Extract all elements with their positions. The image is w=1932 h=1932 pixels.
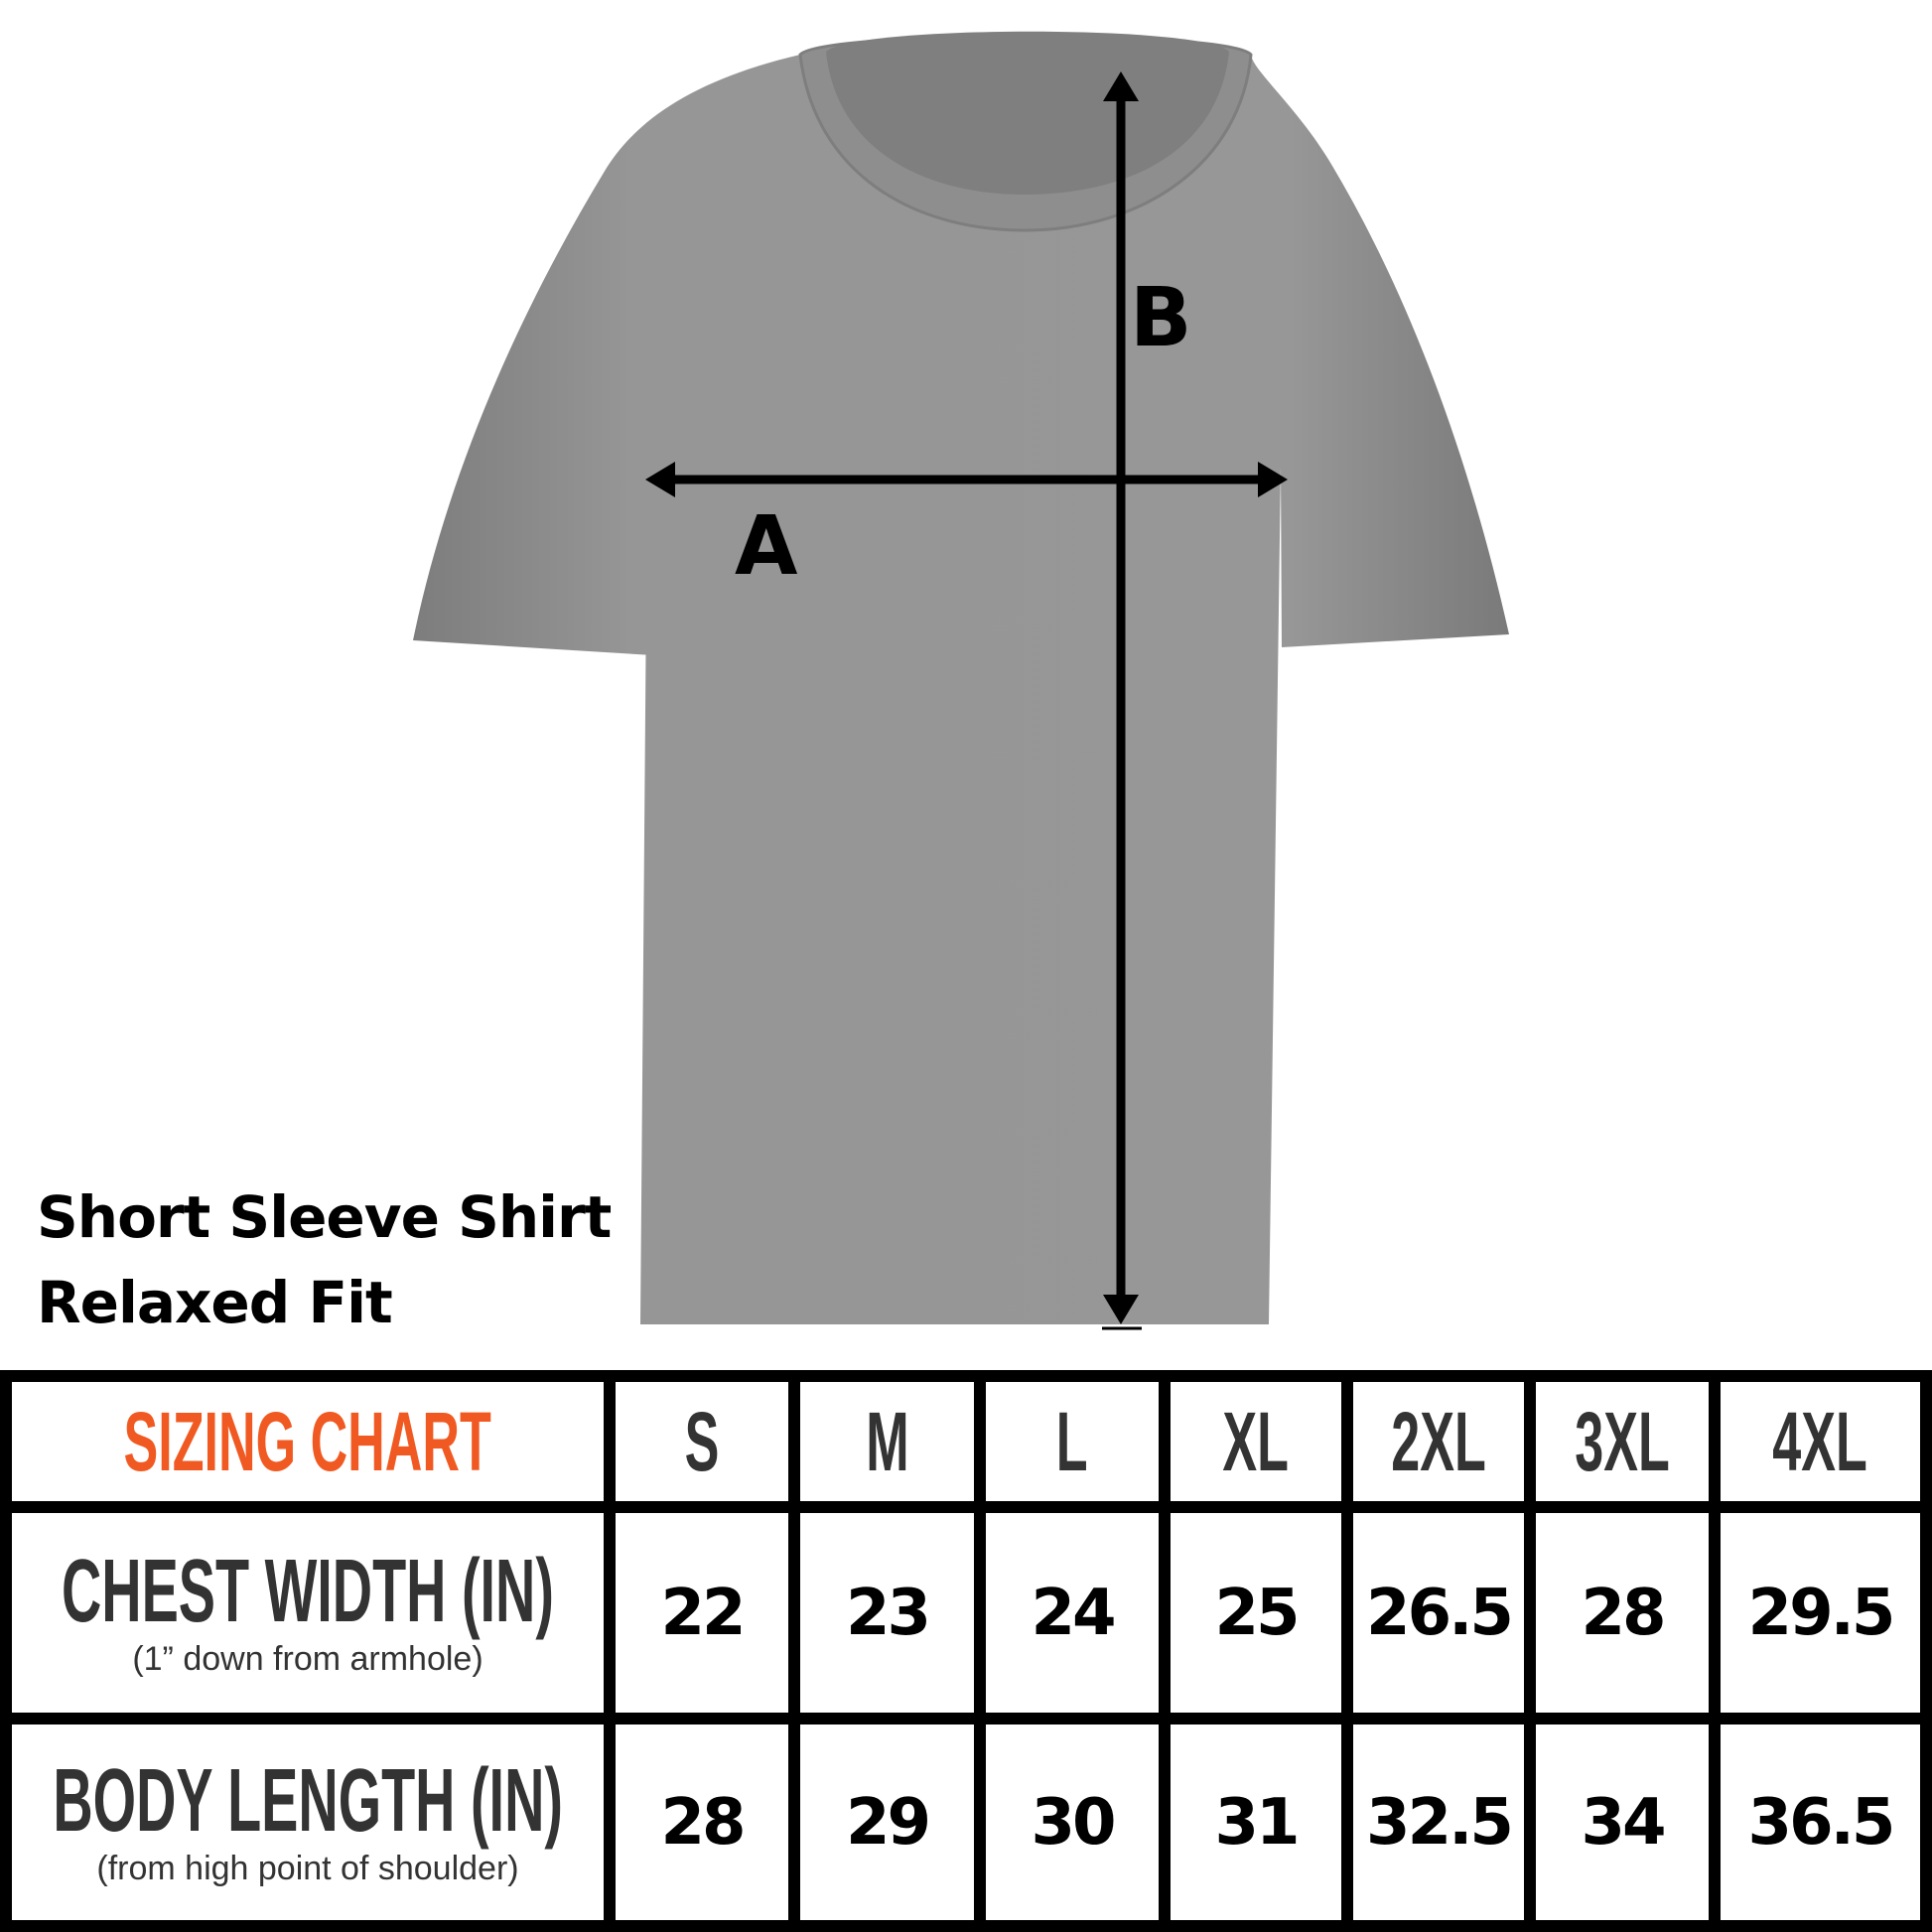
row-header-chest: CHEST WIDTH (IN) (1” down from armhole) [12, 1513, 604, 1713]
table-cell: 25 [1171, 1513, 1341, 1713]
row-header-length: BODY LENGTH (IN) (from high point of sho… [12, 1725, 604, 1920]
table-cell: 22 [616, 1513, 788, 1713]
size-header: L [986, 1382, 1159, 1501]
sizing-table: SIZING CHART S M L XL 2XL 3XL 4XL CHEST … [0, 1370, 1932, 1932]
cell-value: 30 [1031, 1785, 1116, 1860]
size-label: 4XL [1772, 1394, 1868, 1488]
cell-value: 25 [1214, 1576, 1300, 1650]
fit-label: Relaxed Fit [37, 1269, 393, 1336]
row-note: (from high point of shoulder) [96, 1850, 519, 1887]
row-label: BODY LENGTH (IN) [53, 1751, 563, 1851]
table-cell: 26.5 [1353, 1513, 1524, 1713]
table-cell: 30 [986, 1725, 1159, 1920]
size-label: XL [1222, 1394, 1290, 1488]
cell-value: 31 [1214, 1785, 1300, 1860]
table-cell: 28 [1536, 1513, 1709, 1713]
cell-value: 29.5 [1747, 1576, 1896, 1650]
shirt-body [413, 55, 1509, 1324]
size-header: M [800, 1382, 974, 1501]
table-corner: SIZING CHART [12, 1382, 604, 1501]
product-title: Short Sleeve Shirt [37, 1183, 612, 1251]
size-label: L [1056, 1394, 1088, 1488]
size-label: S [684, 1394, 720, 1488]
cell-value: 34 [1581, 1785, 1666, 1860]
measure-a-label: A [735, 499, 798, 594]
size-label: M [865, 1394, 909, 1488]
size-header: 2XL [1353, 1382, 1524, 1501]
size-header: 4XL [1721, 1382, 1920, 1501]
cell-value: 24 [1031, 1576, 1116, 1650]
table-cell: 36.5 [1721, 1725, 1920, 1920]
measure-a-arrow [645, 462, 1288, 497]
size-label: 3XL [1575, 1394, 1670, 1488]
measure-b-label: B [1130, 271, 1192, 365]
size-header: XL [1171, 1382, 1341, 1501]
cell-value: 26.5 [1366, 1576, 1514, 1650]
shirt-neck-inner [826, 31, 1229, 195]
row-label: CHEST WIDTH (IN) [62, 1542, 554, 1641]
table-cell: 23 [800, 1513, 974, 1713]
cell-value: 23 [845, 1576, 931, 1650]
table-cell: 29 [800, 1725, 974, 1920]
table-cell: 31 [1171, 1725, 1341, 1920]
size-label: 2XL [1391, 1394, 1486, 1488]
table-cell: 28 [616, 1725, 788, 1920]
table-cell: 32.5 [1353, 1725, 1524, 1920]
size-header: S [616, 1382, 788, 1501]
measure-b-arrow [1102, 71, 1142, 1330]
cell-value: 22 [660, 1576, 746, 1650]
shirt-illustration: A B [413, 31, 1509, 1330]
cell-value: 28 [1581, 1576, 1666, 1650]
size-header: 3XL [1536, 1382, 1709, 1501]
cell-value: 28 [660, 1785, 746, 1860]
table-cell: 29.5 [1721, 1513, 1920, 1713]
sizing-chart-heading: SIZING CHART [123, 1394, 492, 1488]
table-cell: 24 [986, 1513, 1159, 1713]
table-cell: 34 [1536, 1725, 1709, 1920]
cell-value: 32.5 [1366, 1785, 1514, 1860]
row-note: (1” down from armhole) [132, 1640, 483, 1678]
cell-value: 36.5 [1747, 1785, 1896, 1860]
cell-value: 29 [845, 1785, 931, 1860]
